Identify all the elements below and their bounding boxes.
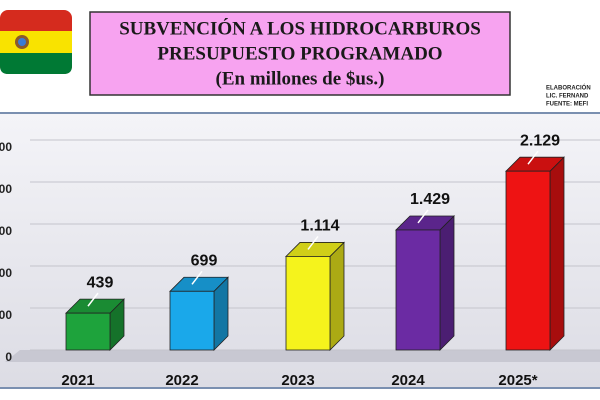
x-tick-label: 2024 — [391, 372, 425, 389]
unit-note: (En millones de $us.) — [216, 68, 385, 89]
bar — [285, 256, 331, 351]
value-label: 699 — [191, 253, 218, 270]
y-tick-label: 1.500 — [0, 224, 12, 238]
y-tick-label: 0 — [5, 350, 12, 364]
value-label: 1.114 — [300, 218, 339, 235]
bar — [505, 170, 551, 351]
x-tick-label: 2022 — [165, 372, 198, 389]
bar — [65, 312, 111, 351]
y-tick-label: 500 — [0, 308, 12, 322]
value-label: 439 — [87, 274, 114, 291]
bar — [169, 290, 215, 351]
credit: FUENTE: MEFI — [546, 102, 588, 108]
value-label: 1.429 — [410, 191, 450, 208]
credit: LIC. FERNAND — [546, 94, 589, 100]
x-tick-label: 2023 — [281, 372, 314, 389]
bar — [395, 229, 441, 351]
title-box — [89, 11, 511, 96]
y-tick-label: 2.500 — [0, 140, 12, 154]
y-tick-label: 2.000 — [0, 182, 12, 196]
bar-side — [549, 156, 565, 351]
chart-subtitle: PRESUPUESTO PROGRAMADO — [157, 43, 442, 64]
leader-line — [527, 150, 539, 165]
leader-line — [191, 270, 203, 285]
x-tick-label: 2021 — [61, 372, 94, 389]
leader-line — [307, 235, 319, 250]
leader-line — [417, 209, 429, 224]
bar-side — [439, 214, 455, 351]
floor — [5, 350, 600, 362]
bar-side — [329, 241, 345, 351]
chart-title: SUBVENCIÓN A LOS HIDROCARBUROS — [119, 17, 481, 39]
leader-line — [87, 292, 99, 307]
x-tick-label: 2025* — [498, 372, 537, 389]
y-tick-label: 1.000 — [0, 266, 12, 280]
flag — [0, 10, 72, 74]
value-label: 2.129 — [520, 132, 560, 149]
credit: ELABORACIÓN — [546, 84, 591, 92]
